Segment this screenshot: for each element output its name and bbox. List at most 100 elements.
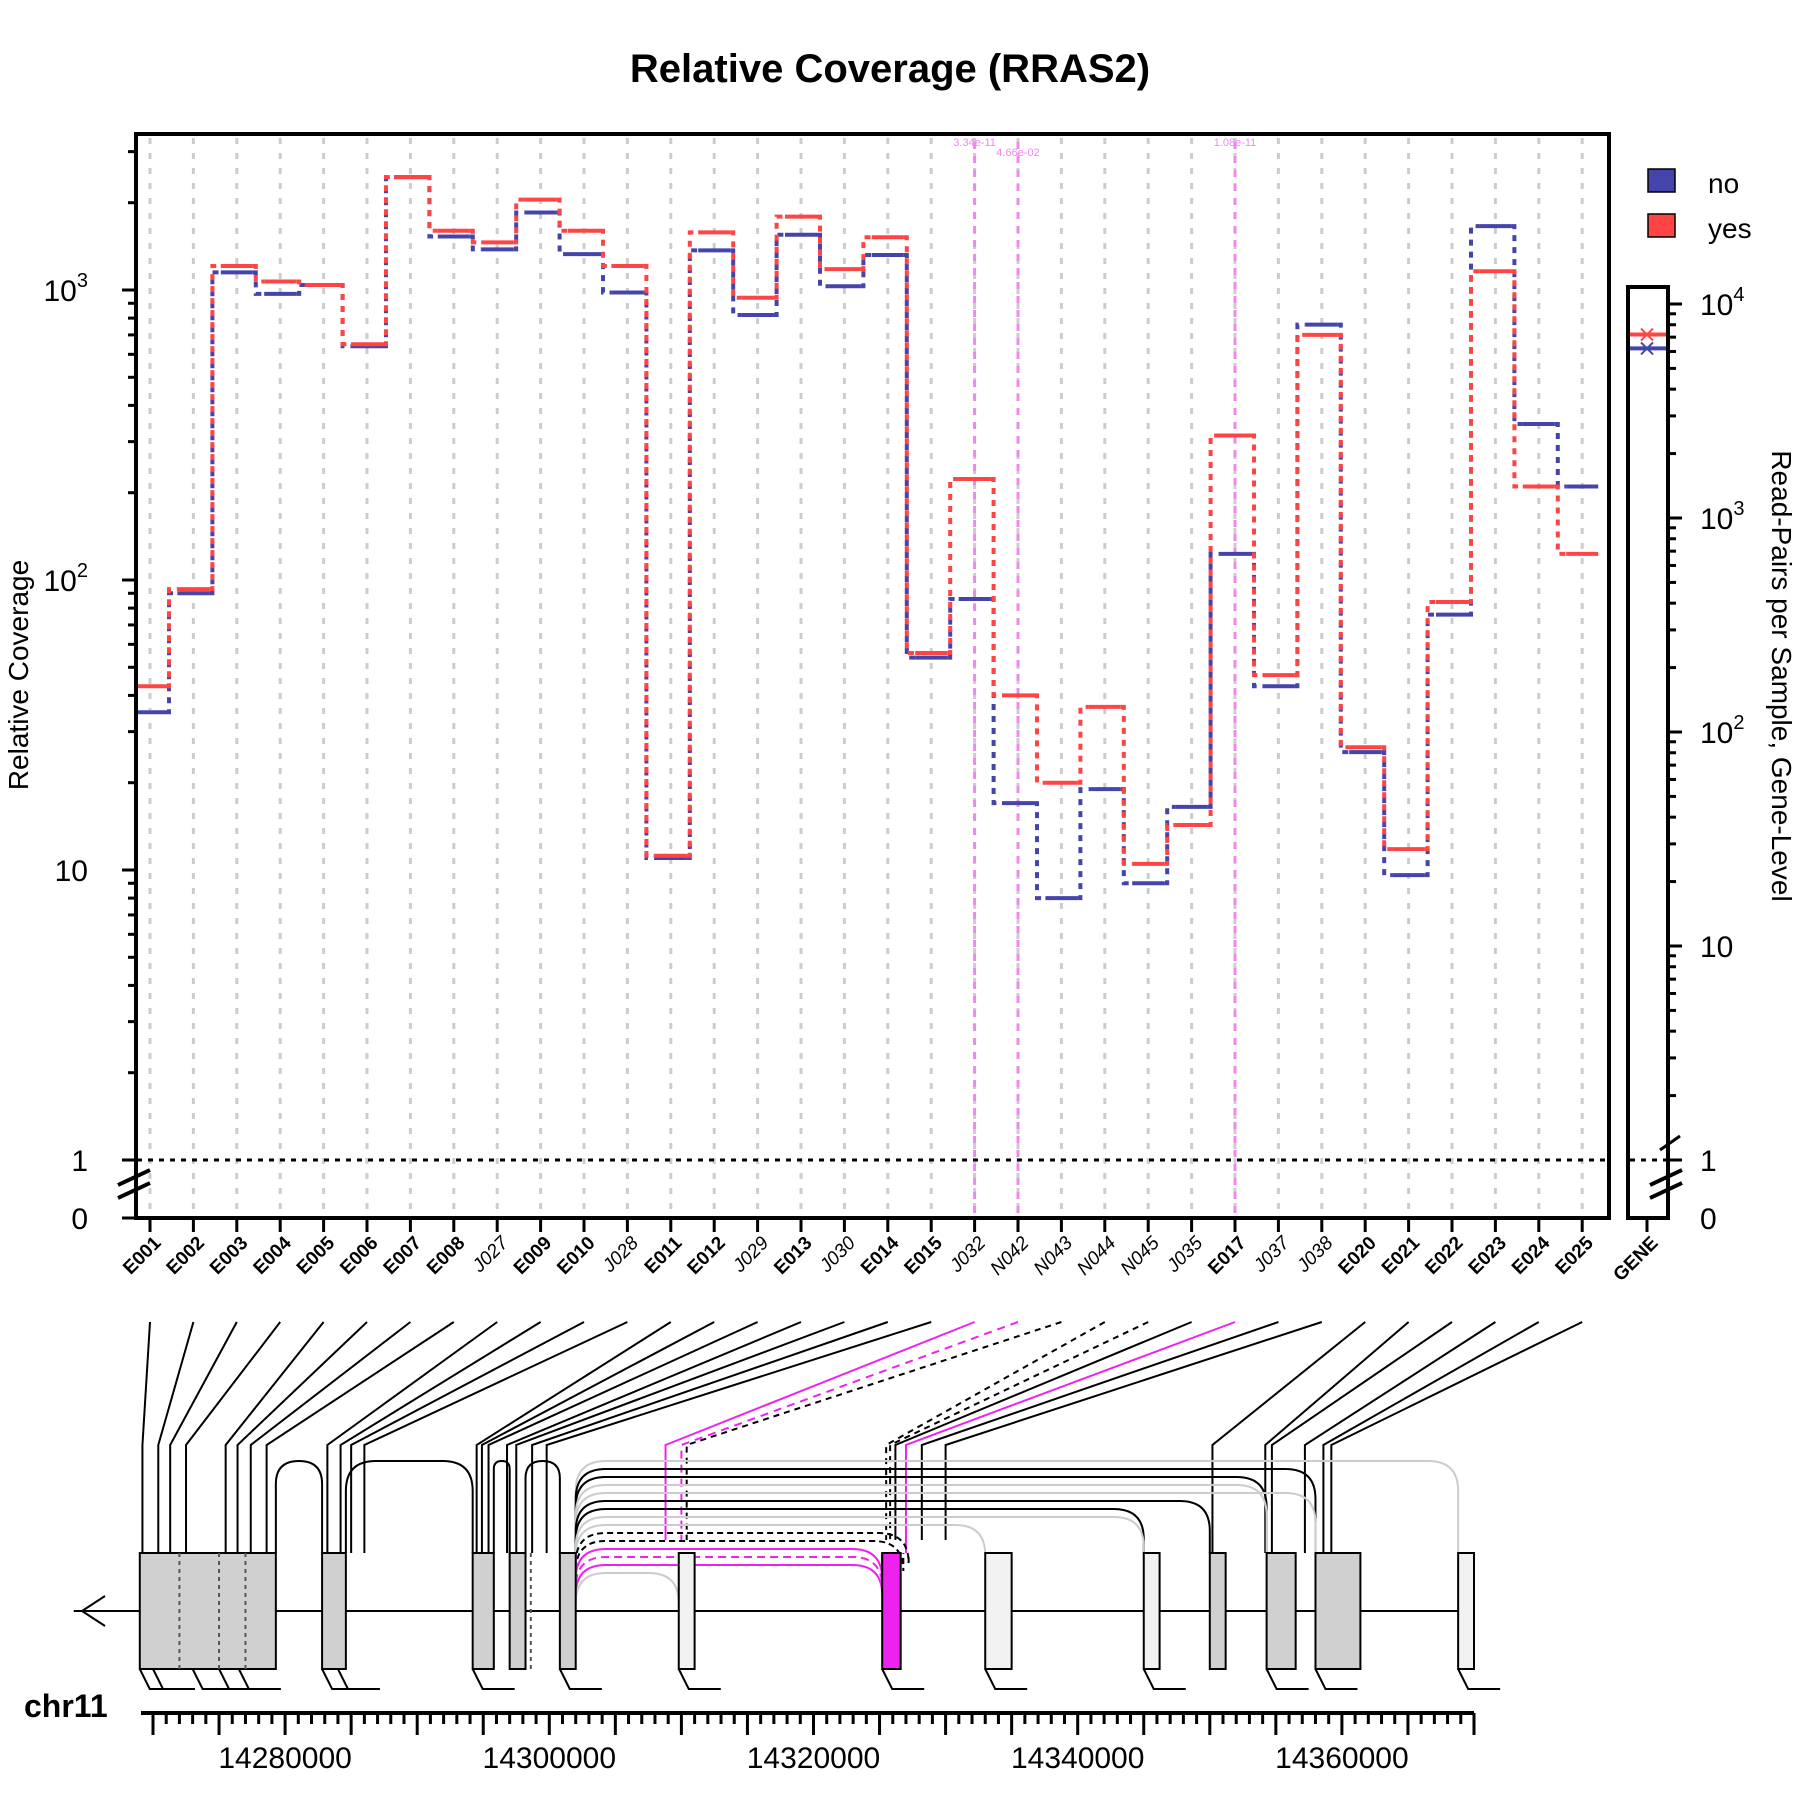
connector-e012 [480, 1321, 715, 1553]
splice-arc-13 [574, 1532, 910, 1564]
splice-arc-10 [574, 1508, 1145, 1553]
gene-level-panel: 1 10 0 102 103 104 Read-Pairs per Sample, Gen… [1626, 284, 1797, 1236]
connector-e022 [1270, 1321, 1453, 1553]
feature-foot-11 [984, 1668, 1028, 1690]
exon-block-e013-highlight [881, 1552, 902, 1670]
connector-yes-30 [1468, 269, 1480, 604]
connector-e007 [249, 1321, 412, 1553]
x-label-e003: E003 [206, 1233, 252, 1279]
x-label-j029: J029 [728, 1232, 773, 1277]
splice-arc-9 [574, 1500, 1211, 1553]
feature-foot-2 [191, 1668, 235, 1690]
significance-markers: 3.34e-114.66e-02 1.08e-11 [953, 137, 1256, 1216]
y2-ticklabel-1: 1 [1700, 1145, 1717, 1178]
splice-arc-8 [574, 1492, 1317, 1553]
connector-no-15 [817, 232, 829, 289]
exon-block-e015 [1142, 1552, 1161, 1670]
connector-yes-13 [730, 230, 742, 300]
connector-e011 [475, 1321, 672, 1553]
connector-e010 [350, 1321, 585, 1553]
x-label-e017: E017 [1204, 1233, 1250, 1279]
feature-foot-6 [337, 1668, 380, 1690]
gene-level-mark-no [1640, 341, 1654, 356]
plot-frame [134, 132, 1611, 1220]
connector-yes-3 [296, 279, 308, 288]
connector-j028 [363, 1321, 628, 1553]
connector-no-12 [686, 248, 699, 860]
connector-e002 [157, 1321, 195, 1553]
connector-no-21 [1077, 787, 1089, 901]
splice-arc-14 [574, 1540, 905, 1572]
connector-j029 [487, 1321, 759, 1553]
connector-yes-32 [1554, 484, 1567, 556]
y-ticklabel-2: 102 [44, 560, 89, 598]
splice-arc-15 [574, 1548, 884, 1580]
connector-yes-11 [643, 263, 655, 858]
connector-no-7 [469, 234, 482, 252]
feature-foot-15 [1457, 1668, 1501, 1690]
x-label-j028: J028 [598, 1232, 643, 1277]
connector-e023 [1303, 1321, 1496, 1553]
legend: no yes [1647, 168, 1752, 244]
splice-arc-12 [574, 1524, 987, 1556]
y-ticklabel-3: 103 [44, 270, 89, 308]
x-label-n043: N043 [1030, 1232, 1077, 1279]
connector-e008 [265, 1321, 455, 1553]
genomic-axis: chr11 14280000 14300000 14320000 14340000 14… [24, 1688, 1476, 1775]
connector-yes-10 [600, 228, 612, 268]
main-plot-panel: 3.34e-114.66e-02 1.08e-11 1 10 0 102 103 Rela… [3, 132, 1611, 1236]
connector-e025 [1330, 1321, 1583, 1553]
connector-e009 [339, 1321, 542, 1553]
connector-no-8 [513, 210, 525, 252]
chart-title: Relative Coverage (RRAS2) [630, 47, 1150, 91]
connector-yes-1 [209, 263, 221, 592]
splice-arc-5 [574, 1468, 1317, 1553]
connector-j027 [326, 1321, 498, 1553]
y2-ticklabel-2: 102 [1700, 712, 1745, 750]
x-label-j035: J035 [1162, 1232, 1207, 1277]
connector-e006 [236, 1321, 368, 1553]
connector-e014 [531, 1321, 889, 1553]
connector-n042 [680, 1321, 1019, 1540]
label-connectors [141, 1321, 1583, 1553]
exon-block-e010 [508, 1552, 527, 1670]
connector-yes-6 [426, 175, 438, 233]
sig-pvalue-e017: 1.08e-11 [1214, 137, 1257, 149]
feature-foot-14 [1314, 1668, 1358, 1690]
connector-yes-22 [1120, 704, 1133, 866]
connector-e003 [169, 1321, 238, 1553]
exon-block-e009 [471, 1552, 495, 1670]
connector-e015 [545, 1321, 932, 1553]
connector-j030 [515, 1321, 845, 1553]
genomic-ticklabel-14280000: 14280000 [218, 1742, 351, 1775]
x-label-j027: J027 [468, 1232, 514, 1278]
splice-arc-0 [274, 1459, 324, 1553]
feature-foot-7 [471, 1668, 515, 1690]
x-label-e007: E007 [380, 1233, 426, 1279]
gene-level-mark-yes [1640, 327, 1654, 342]
connector-no-10 [600, 252, 612, 295]
connector-yes-17 [903, 235, 916, 656]
x-label-e025: E025 [1552, 1232, 1599, 1279]
connector-no-16 [860, 253, 872, 289]
x-label-j037: J037 [1249, 1232, 1295, 1278]
connector-yes-14 [773, 214, 785, 300]
connector-yes-24 [1207, 433, 1219, 827]
feature-foot-1 [152, 1668, 195, 1690]
exon-block-e014 [984, 1552, 1013, 1670]
splice-arc-7 [574, 1484, 1268, 1553]
connector-yes-28 [1381, 745, 1393, 852]
connector-e024 [1322, 1321, 1540, 1553]
connector-no-24 [1207, 551, 1219, 809]
connector-yes-25 [1251, 433, 1263, 678]
legend-label-yes: yes [1708, 213, 1752, 244]
exon-block-e025 [1457, 1552, 1475, 1670]
connector-yes-12 [686, 230, 699, 858]
category-gridlines [148, 138, 1584, 1216]
connector-yes-23 [1164, 822, 1176, 866]
x-label-e004: E004 [250, 1232, 297, 1279]
connector-yes-8 [513, 197, 525, 245]
connector-no-13 [730, 248, 742, 317]
connector-n043 [685, 1321, 1062, 1540]
